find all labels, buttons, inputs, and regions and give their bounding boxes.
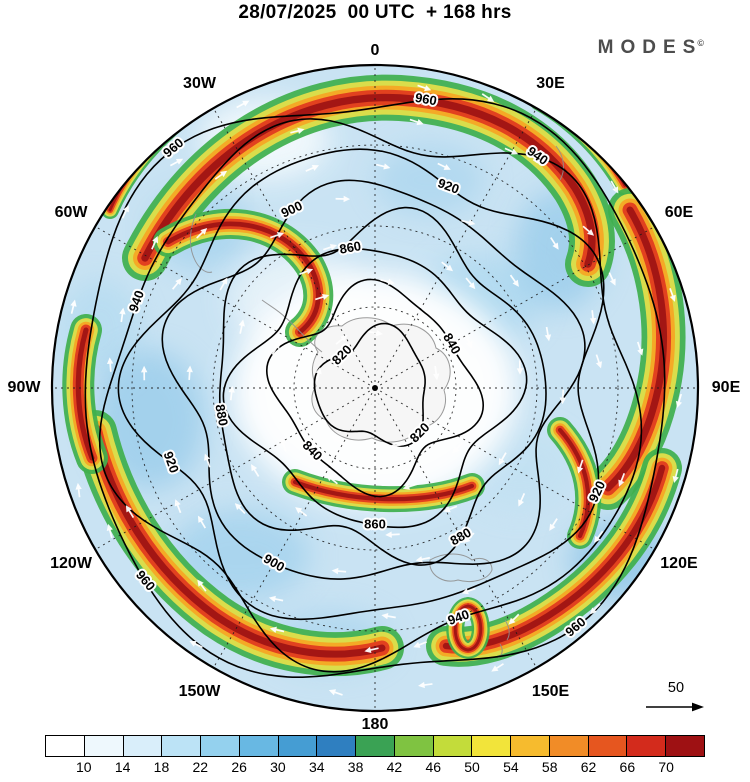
colorbar-tick-label: 42 bbox=[386, 759, 403, 775]
colorbar-tick-label: 46 bbox=[425, 759, 442, 775]
colorbar-tick-label: 58 bbox=[541, 759, 558, 775]
colorbar-cell bbox=[201, 736, 240, 756]
colorbar-tick-label: 66 bbox=[619, 759, 636, 775]
colorbar-cell bbox=[666, 736, 705, 756]
colorbar-cell bbox=[317, 736, 357, 756]
colorbar-cell bbox=[123, 736, 163, 756]
colorbar-cell bbox=[549, 736, 589, 756]
colorbar-cell bbox=[162, 736, 202, 756]
colorbar-cell bbox=[472, 736, 512, 756]
contour-label-960: 960 bbox=[414, 90, 438, 109]
height-contours bbox=[84, 98, 666, 678]
colorbar-tick-label: 38 bbox=[347, 759, 364, 775]
reference-arrow-value: 50 bbox=[668, 680, 684, 696]
contour-label-860: 860 bbox=[364, 517, 386, 532]
map-boundary-circle bbox=[50, 63, 700, 713]
colorbar-cell bbox=[278, 736, 318, 756]
colorbar-cell bbox=[588, 736, 628, 756]
contour-label-860: 860 bbox=[338, 238, 362, 257]
colorbar-tick-label: 18 bbox=[153, 759, 170, 775]
colorbar-cell bbox=[433, 736, 473, 756]
modes-logo-mark: © bbox=[697, 37, 704, 48]
colorbar-cell bbox=[84, 736, 124, 756]
colorbar-tick-label: 50 bbox=[464, 759, 480, 775]
contour-label-880: 880 bbox=[212, 403, 231, 427]
colorbar-cell bbox=[394, 736, 434, 756]
coastlines bbox=[189, 145, 564, 659]
colorbar-tick-label: 70 bbox=[658, 759, 674, 775]
colorbar-tick-label: 54 bbox=[503, 759, 519, 775]
colorbar-tick-label: 34 bbox=[308, 759, 325, 775]
colorbar-tick-label: 62 bbox=[580, 759, 597, 775]
pole-center-dot bbox=[372, 385, 378, 391]
colorbar-cell bbox=[46, 736, 85, 756]
colorbar bbox=[45, 735, 705, 757]
colorbar-tick-labels: 10 14 18 22 26 30 34 38 42 46 50 54 58 62 66 70 bbox=[45, 759, 705, 779]
colorbar-cell bbox=[239, 736, 279, 756]
modes-logo-text: MODES bbox=[597, 37, 703, 58]
colorbar-cell bbox=[511, 736, 550, 756]
colorbar-tick-label: 22 bbox=[192, 759, 209, 775]
colorbar-cell bbox=[627, 736, 667, 756]
colorbar-tick-label: 26 bbox=[231, 759, 247, 775]
colorbar-tick-label: 10 bbox=[76, 759, 92, 775]
colorbar-cell bbox=[356, 736, 395, 756]
colorbar-tick-label: 14 bbox=[114, 759, 131, 775]
chart-title: 28/07/2025 00 UTC + 168 hrs bbox=[238, 2, 512, 23]
modes-logo: MODES© bbox=[598, 37, 704, 59]
reference-arrow-head bbox=[692, 702, 704, 712]
reference-arrow: 50 bbox=[646, 680, 704, 712]
colorbar-tick-label: 30 bbox=[270, 759, 286, 775]
